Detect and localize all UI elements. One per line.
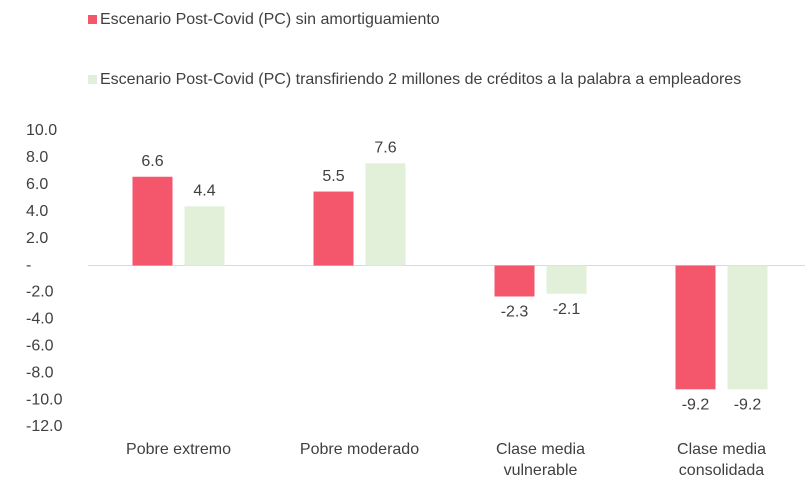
y-tick-label: -8.0 [26, 364, 54, 381]
bar [546, 265, 587, 294]
data-label: -2.3 [501, 304, 529, 321]
legend-swatch [88, 75, 97, 84]
y-tick-label: 2.0 [26, 230, 48, 247]
bar [494, 265, 535, 297]
bar [365, 163, 406, 266]
legend-entry: Escenario Post-Covid (PC) transfiriendo … [88, 69, 788, 90]
y-tick-label: -2.0 [26, 284, 54, 301]
y-tick-label: 8.0 [26, 149, 48, 166]
data-label: -9.2 [682, 397, 710, 414]
legend-label: Escenario Post-Covid (PC) transfiriendo … [100, 71, 742, 88]
y-tick-label: - [26, 257, 31, 274]
y-tick-label: 6.0 [26, 176, 48, 193]
bar [675, 265, 716, 390]
bar [132, 176, 173, 266]
data-label: 7.6 [374, 140, 396, 157]
y-tick-label: 10.0 [26, 122, 57, 139]
data-label: -9.2 [734, 397, 762, 414]
y-tick-label: 4.0 [26, 203, 48, 220]
data-label: 4.4 [193, 183, 215, 200]
legend-label: Escenario Post-Covid (PC) sin amortiguam… [100, 11, 440, 28]
x-tick-label: Pobre extremo [126, 441, 231, 458]
data-label: 5.5 [322, 168, 344, 185]
y-tick-label: -6.0 [26, 337, 54, 354]
y-tick-label: -4.0 [26, 311, 54, 328]
bar [727, 265, 768, 390]
bar [184, 206, 225, 266]
x-tick-label: Clase media consolidada [677, 441, 766, 479]
x-tick-label: Pobre moderado [299, 441, 420, 458]
bar [313, 191, 354, 266]
x-tick-label: Clase media vulnerable [496, 441, 585, 479]
legend-entry: Escenario Post-Covid (PC) sin amortiguam… [88, 9, 788, 30]
data-label: 6.6 [141, 153, 163, 170]
y-tick-label: -12.0 [26, 418, 63, 435]
legend-swatch [88, 15, 97, 24]
y-tick-label: -10.0 [26, 391, 63, 408]
data-label: -2.1 [553, 301, 581, 318]
